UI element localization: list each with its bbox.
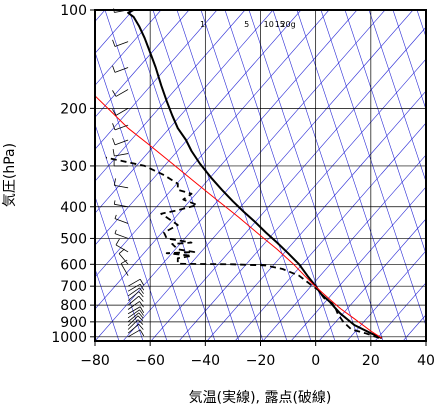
x-tick-label: −60: [135, 353, 165, 369]
wind-barb: [127, 287, 144, 297]
x-axis-title: 気温(実線), 露点(破線): [189, 390, 332, 406]
y-tick-label: 600: [60, 257, 87, 273]
temperature-line: [127, 10, 383, 340]
y-tick-label: 800: [60, 298, 87, 314]
wind-barb: [127, 301, 144, 310]
mixing-ratio-label: 1: [200, 20, 205, 29]
y-tick-label: 100: [60, 3, 87, 19]
wind-barb: [127, 319, 144, 330]
wind-barb: [112, 89, 129, 97]
wind-barb: [114, 229, 129, 239]
wind-barb: [112, 123, 129, 131]
parcel-line: [95, 95, 383, 339]
wind-barb: [127, 323, 144, 334]
mixing-ratio-label: 20g: [280, 20, 295, 29]
x-axis: −80 −60 −40 −20 0 20 40: [80, 341, 435, 369]
guide-line: [392, 10, 426, 111]
dewpoint-line: [105, 156, 380, 339]
x-tick-label: −20: [246, 353, 276, 369]
x-tick-label: 40: [417, 353, 435, 369]
guide-line: [95, 10, 274, 214]
wind-barb: [112, 149, 129, 157]
guide-line: [95, 10, 218, 150]
guide-line: [95, 10, 190, 118]
guide-line: [95, 10, 246, 182]
wind-barb: [112, 39, 129, 47]
y-tick-label: 700: [60, 279, 87, 295]
guide-line: [344, 10, 426, 255]
wind-barb: [113, 200, 129, 208]
wind-barb: [112, 108, 129, 116]
x-tick-label: −80: [80, 353, 110, 369]
x-tick-label: 0: [311, 353, 320, 369]
wind-barb: [113, 178, 129, 189]
y-tick-label: 500: [60, 231, 87, 247]
mixing-ratio-label: 5: [244, 20, 249, 29]
y-tick-label: 1000: [51, 330, 87, 346]
mixing-ratio-label: 15: [275, 20, 285, 29]
wind-barbs: [112, 8, 145, 338]
y-axis-title: 気圧(hPa): [2, 143, 18, 207]
wind-barb: [127, 315, 144, 327]
wind-barb: [127, 291, 144, 301]
guide-line: [368, 10, 426, 183]
wind-barb: [118, 248, 129, 265]
mixing-ratio-label: 10: [264, 20, 274, 29]
wind-barb: [127, 309, 144, 319]
y-tick-label: 900: [60, 315, 87, 331]
y-tick-label: 300: [60, 159, 87, 175]
wind-barb: [127, 306, 145, 315]
x-tick-label: −40: [191, 353, 221, 369]
guide-line: [95, 10, 302, 246]
wind-barb: [112, 65, 129, 73]
wind-barb: [120, 259, 129, 276]
wind-barb: [127, 329, 145, 338]
guide-line: [95, 10, 162, 86]
wind-barb: [112, 138, 129, 146]
y-tick-label: 200: [60, 101, 87, 117]
wind-barb: [127, 295, 144, 306]
wind-barb: [113, 158, 129, 167]
grid-lines: [94, 9, 427, 341]
y-tick-label: 400: [60, 200, 87, 216]
wind-barb: [127, 312, 144, 323]
x-tick-label: 20: [362, 353, 380, 369]
guide-line: [431, 10, 436, 341]
wind-barb: [127, 283, 145, 292]
series-group: [95, 10, 383, 340]
wind-barb: [127, 278, 145, 287]
wind-barb: [115, 238, 129, 253]
wind-barb: [114, 214, 129, 224]
